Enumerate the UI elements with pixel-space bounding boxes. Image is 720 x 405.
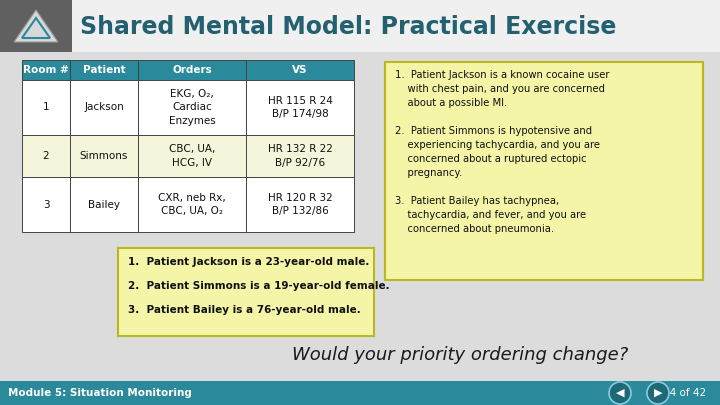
Text: Room #: Room # [23,65,69,75]
Text: Patient: Patient [83,65,125,75]
Text: Simmons: Simmons [80,151,128,161]
Text: Module 5: Situation Monitoring: Module 5: Situation Monitoring [8,388,192,398]
Text: CXR, neb Rx,
CBC, UA, O₂: CXR, neb Rx, CBC, UA, O₂ [158,193,226,216]
Text: 1.  Patient Jackson is a 23-year-old male.: 1. Patient Jackson is a 23-year-old male… [128,257,369,267]
FancyBboxPatch shape [22,80,70,135]
Text: 2.  Patient Simmons is a 19-year-old female.: 2. Patient Simmons is a 19-year-old fema… [128,281,390,291]
Text: Orders: Orders [172,65,212,75]
FancyBboxPatch shape [70,135,138,177]
Text: HR 120 R 32
B/P 132/86: HR 120 R 32 B/P 132/86 [268,193,333,216]
FancyBboxPatch shape [246,60,354,80]
FancyBboxPatch shape [70,60,138,80]
Text: Would your priority ordering change?: Would your priority ordering change? [292,346,628,364]
FancyBboxPatch shape [138,80,246,135]
Text: Shared Mental Model: Practical Exercise: Shared Mental Model: Practical Exercise [80,15,616,39]
Text: HR 115 R 24
B/P 174/98: HR 115 R 24 B/P 174/98 [268,96,333,119]
FancyBboxPatch shape [0,0,720,52]
FancyBboxPatch shape [246,177,354,232]
Circle shape [647,382,669,404]
FancyBboxPatch shape [118,248,374,336]
Text: 3: 3 [42,200,49,209]
Text: Bailey: Bailey [88,200,120,209]
Text: 2: 2 [42,151,49,161]
Text: 34 of 42: 34 of 42 [663,388,706,398]
Text: EKG, O₂,
Cardiac
Enzymes: EKG, O₂, Cardiac Enzymes [168,89,215,126]
Text: HR 132 R 22
B/P 92/76: HR 132 R 22 B/P 92/76 [268,145,333,168]
FancyBboxPatch shape [70,177,138,232]
FancyBboxPatch shape [70,80,138,135]
Text: 1.  Patient Jackson is a known cocaine user
    with chest pain, and you are con: 1. Patient Jackson is a known cocaine us… [395,70,610,234]
Text: 3.  Patient Bailey is a 76-year-old male.: 3. Patient Bailey is a 76-year-old male. [128,305,361,315]
FancyBboxPatch shape [138,177,246,232]
FancyBboxPatch shape [22,135,70,177]
Text: VS: VS [292,65,307,75]
FancyBboxPatch shape [22,177,70,232]
FancyBboxPatch shape [0,0,72,52]
FancyBboxPatch shape [246,80,354,135]
FancyBboxPatch shape [385,62,703,280]
Circle shape [609,382,631,404]
FancyBboxPatch shape [138,60,246,80]
FancyBboxPatch shape [0,381,720,405]
Text: ▶: ▶ [654,388,662,398]
Polygon shape [14,10,58,42]
Text: CBC, UA,
HCG, IV: CBC, UA, HCG, IV [168,145,215,168]
FancyBboxPatch shape [22,60,70,80]
FancyBboxPatch shape [138,135,246,177]
Text: Jackson: Jackson [84,102,124,113]
Text: ◀: ◀ [616,388,624,398]
FancyBboxPatch shape [246,135,354,177]
Text: 1: 1 [42,102,49,113]
